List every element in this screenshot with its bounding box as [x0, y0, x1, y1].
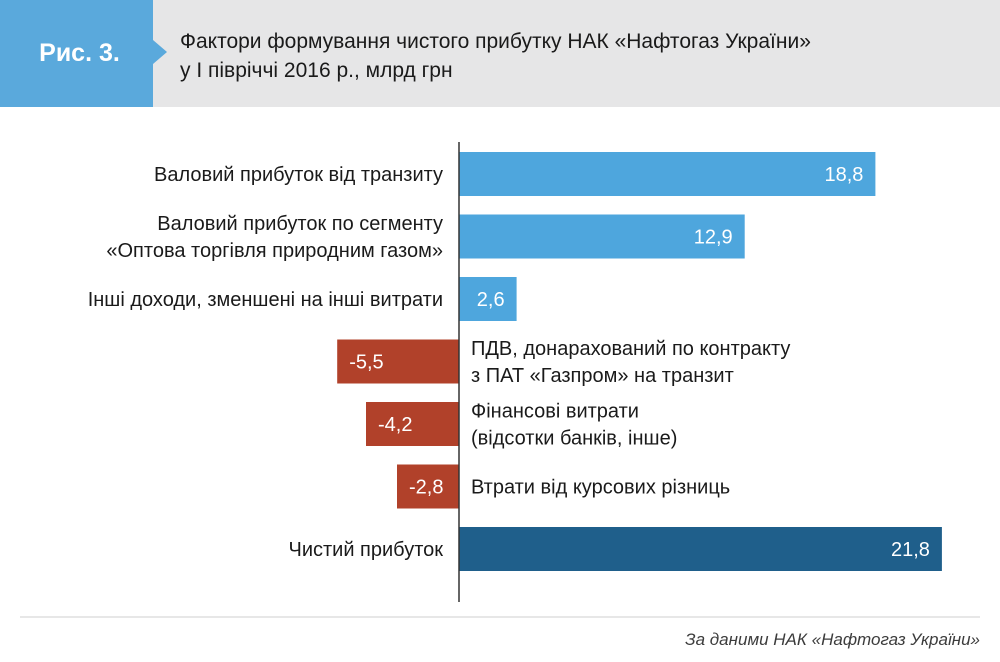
category-label-6-line-1: Втрати від курсових різниць	[471, 477, 730, 499]
chart-title-line-1: Фактори формування чистого прибутку НАК …	[180, 30, 811, 53]
category-label-4: ПДВ, донарахований по контракту з ПАТ «Га…	[471, 338, 790, 387]
badge-arrow	[153, 40, 167, 64]
figure-number: Рис. 3.	[39, 39, 120, 67]
bar-5	[366, 402, 459, 446]
bar-7	[459, 527, 942, 571]
bar-value-label-2: 12,9	[694, 227, 733, 249]
bar-chart: 18,8 Валовий прибуток від транзиту 12,9 Вал…	[20, 142, 980, 618]
category-label-3: Інші доходи, зменшені на інші витрати	[88, 289, 443, 311]
bar-4	[337, 339, 459, 384]
category-label-7: Чистий прибуток	[288, 539, 443, 561]
bar-value-label-3: 2,6	[477, 289, 505, 311]
bar-1	[459, 152, 876, 196]
chart-title-line-2: у І півріччі 2016 р., млрд грн	[180, 59, 453, 82]
bar-value-label-4: -5,5	[349, 352, 383, 374]
bar-value-label-7: 21,8	[891, 539, 930, 561]
bar-value-label-1: 18,8	[824, 164, 863, 186]
bar-value-label-5: -4,2	[378, 414, 412, 436]
category-label-2-line-1: Валовий прибуток по сегменту	[157, 213, 443, 235]
category-label-3-line-1: Інші доходи, зменшені на інші витрати	[88, 289, 443, 311]
category-label-4-line-1: ПДВ, донарахований по контракту	[471, 338, 790, 360]
category-label-7-line-1: Чистий прибуток	[288, 539, 443, 561]
category-label-2-line-2: «Оптова торгівля природним газом»	[106, 240, 443, 262]
category-label-1: Валовий прибуток від транзиту	[154, 164, 443, 186]
category-label-5: Фінансові витрати (відсотки банків, інше)	[471, 401, 677, 450]
bar-3	[459, 277, 517, 321]
category-label-5-line-2: (відсотки банків, інше)	[471, 428, 677, 450]
chart-title: Фактори формування чистого прибутку НАК …	[180, 27, 980, 85]
category-label-2: Валовий прибуток по сегменту «Оптова торг…	[106, 213, 443, 262]
bar-2	[459, 214, 745, 259]
category-label-1-line-1: Валовий прибуток від транзиту	[154, 164, 443, 186]
source-note: За даними НАК «Нафтогаз України»	[685, 630, 980, 649]
bar-6	[397, 464, 459, 509]
category-label-4-line-2: з ПАТ «Газпром» на транзит	[471, 365, 734, 387]
category-label-6: Втрати від курсових різниць	[471, 477, 730, 499]
bar-value-label-6: -2,8	[409, 477, 443, 499]
figure-badge: Рис. 3.	[0, 0, 153, 107]
category-label-5-line-1: Фінансові витрати	[471, 401, 639, 423]
